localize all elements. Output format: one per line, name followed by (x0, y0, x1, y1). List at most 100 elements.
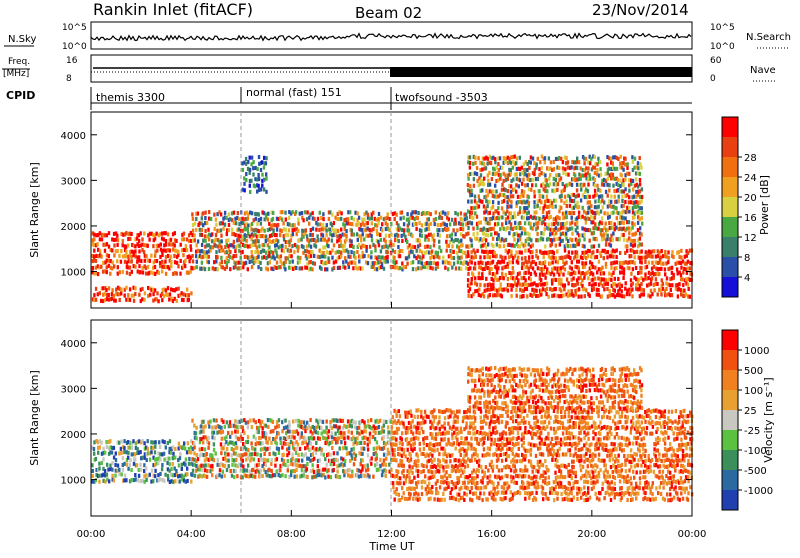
velocity-cell-r2 (411, 479, 413, 483)
power-cell-r6 (602, 205, 604, 209)
power-cell-r4 (438, 228, 440, 232)
power-cell-r6 (617, 183, 619, 187)
velocity-cell-r1 (358, 469, 360, 473)
power-cell-r6 (631, 226, 633, 230)
power-cell-r2 (258, 244, 260, 248)
power-cell-r4 (448, 244, 450, 248)
power-cell-r2 (309, 233, 311, 237)
power-cell-r6 (583, 161, 585, 165)
power-cell-r5 (535, 249, 537, 253)
power-cell-r6 (532, 178, 534, 182)
power-cell-r4 (457, 260, 459, 264)
power-cell-r6 (538, 217, 540, 221)
velocity-cell-r1 (295, 447, 297, 451)
power-cell-r1 (134, 292, 136, 296)
velocity-cell-r0 (109, 464, 111, 468)
velocity-cell-r0 (152, 479, 154, 483)
power-cell-r6 (608, 189, 610, 193)
cpid-mode-2: twofsound -3503 (395, 91, 488, 104)
velocity-cell-r1 (342, 469, 344, 473)
power-cell-r0 (134, 249, 136, 253)
power-cell-r2 (196, 260, 198, 264)
power-cell-r5 (567, 281, 569, 285)
velocity-cell-r2 (410, 409, 412, 413)
velocity-cell-r2 (467, 487, 469, 491)
power-cell-r6 (538, 167, 540, 171)
power-cell-r2 (281, 262, 283, 266)
power-cell-r2 (209, 245, 211, 249)
velocity-cell-r1 (195, 431, 197, 435)
velocity-cell-r1 (338, 426, 340, 430)
power-cell-r6 (558, 216, 560, 220)
power-cell-r0 (140, 259, 142, 263)
power-cell-r4 (417, 255, 419, 259)
power-cell-r6 (630, 243, 632, 247)
velocity-cell-r2 (466, 493, 468, 497)
power-cell-r6 (481, 200, 483, 204)
velocity-cell-r1 (296, 474, 298, 478)
power-cell-r1 (152, 292, 154, 296)
velocity-cell-r2 (401, 496, 403, 500)
power-cell-r6 (480, 173, 482, 177)
power-cell-r6 (472, 227, 474, 231)
power-cell-r1 (161, 298, 163, 302)
power-cell-r5 (621, 294, 623, 298)
power-cell-r3 (249, 156, 251, 160)
power-cell-r2 (284, 267, 286, 271)
power-cell-r4 (426, 250, 428, 254)
power-cell-r2 (195, 228, 197, 232)
power-cell-r5 (526, 294, 528, 298)
power-cell-r3 (245, 172, 247, 176)
power-cell-r2 (370, 234, 372, 238)
power-cell-r3 (250, 179, 252, 183)
power-cell-r5 (481, 261, 483, 265)
velocity-cell-r0 (131, 452, 133, 456)
power-cell-r6 (634, 222, 636, 226)
power-cell-r6 (559, 243, 561, 247)
velocity-cell-r2 (396, 487, 398, 491)
velocity-cell-r1 (260, 453, 262, 457)
power-cell-r0 (190, 244, 192, 248)
power-cell-r5 (512, 260, 514, 264)
power-cell-r5 (490, 283, 492, 287)
velocity-cell-r2 (418, 431, 420, 435)
power-cell-r5 (478, 261, 480, 265)
power-cell-r6 (485, 245, 487, 249)
velocity-cell-r2 (417, 459, 419, 463)
power-cell-r2 (385, 240, 387, 244)
power-cell-r2 (358, 222, 360, 226)
power-cell-r6 (492, 189, 494, 193)
velocity-cell-r1 (379, 458, 381, 462)
power-cell-r6 (504, 174, 506, 178)
power-cell-r6 (580, 166, 582, 170)
power-cell-r2 (226, 232, 228, 236)
velocity-cell-r1 (279, 474, 281, 478)
velocity-cell-r0 (130, 468, 132, 472)
power-cell-r6 (507, 189, 509, 193)
power-cell-r2 (201, 261, 203, 265)
power-cell-r5 (672, 273, 674, 277)
power-cell-r6 (555, 205, 557, 209)
power-cell-r2 (305, 228, 307, 232)
power-cell-r2 (325, 233, 327, 237)
velocity-cell-r2 (421, 492, 423, 496)
power-cell-r6 (546, 211, 548, 215)
power-cell-r5 (621, 289, 623, 293)
power-cell-r6 (627, 162, 629, 166)
power-cell-r2 (327, 244, 329, 248)
power-cell-r2 (204, 234, 206, 238)
velocity-cell-r0 (123, 462, 125, 466)
power-cell-r6 (515, 190, 517, 194)
power-cell-r6 (474, 156, 476, 160)
power-cell-r2 (358, 216, 360, 220)
power-cell-r6 (469, 172, 471, 176)
power-cell-r5 (503, 260, 505, 264)
power-cell-r1 (165, 288, 167, 292)
velocity-cell-r1 (378, 425, 380, 429)
power-cell-r2 (377, 240, 379, 244)
power-cell-r0 (161, 232, 163, 236)
power-cell-r6 (533, 223, 535, 227)
power-cell-r4 (397, 245, 399, 249)
velocity-cell-r1 (358, 426, 360, 430)
power-cell-r5 (540, 278, 542, 282)
